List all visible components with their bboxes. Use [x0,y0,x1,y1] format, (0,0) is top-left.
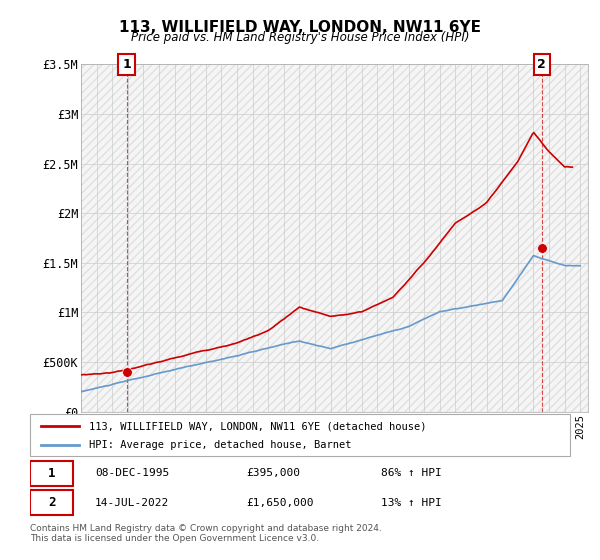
Text: 2: 2 [48,496,55,509]
Text: 08-DEC-1995: 08-DEC-1995 [95,468,169,478]
Text: Contains HM Land Registry data © Crown copyright and database right 2024.
This d: Contains HM Land Registry data © Crown c… [30,524,382,543]
Text: 2: 2 [538,58,546,71]
Text: Price paid vs. HM Land Registry's House Price Index (HPI): Price paid vs. HM Land Registry's House … [131,31,469,44]
FancyBboxPatch shape [30,491,73,515]
Text: HPI: Average price, detached house, Barnet: HPI: Average price, detached house, Barn… [89,440,352,450]
Text: 14-JUL-2022: 14-JUL-2022 [95,498,169,508]
Text: 13% ↑ HPI: 13% ↑ HPI [381,498,442,508]
Text: 113, WILLIFIELD WAY, LONDON, NW11 6YE (detached house): 113, WILLIFIELD WAY, LONDON, NW11 6YE (d… [89,421,427,431]
Text: 1: 1 [122,58,131,71]
FancyBboxPatch shape [30,414,570,456]
Text: £1,650,000: £1,650,000 [246,498,314,508]
Text: 113, WILLIFIELD WAY, LONDON, NW11 6YE: 113, WILLIFIELD WAY, LONDON, NW11 6YE [119,20,481,35]
Text: 86% ↑ HPI: 86% ↑ HPI [381,468,442,478]
Text: £395,000: £395,000 [246,468,300,478]
Text: 1: 1 [48,467,55,480]
FancyBboxPatch shape [30,461,73,486]
